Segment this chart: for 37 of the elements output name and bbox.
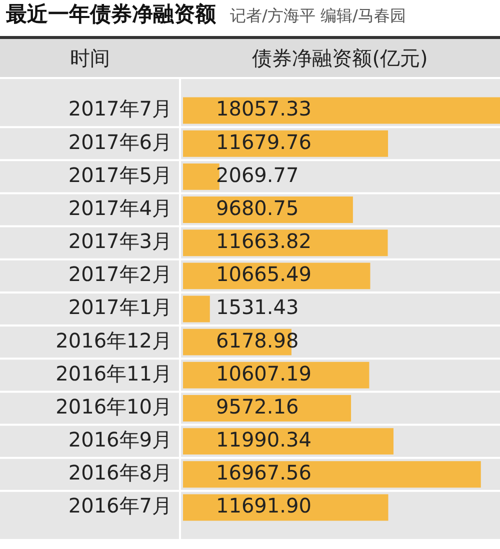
data-label: 11663.82 <box>216 229 312 254</box>
data-label: 9572.16 <box>216 394 299 418</box>
y-axis-title: 时间 <box>69 45 111 72</box>
data-label: 9680.75 <box>216 196 299 220</box>
data-label: 1531.43 <box>216 295 299 320</box>
chart-title: 最近一年债券净融资额 <box>6 1 216 28</box>
y-tick-label: 2016年8月 <box>68 460 172 485</box>
data-label: 10607.19 <box>216 361 312 386</box>
y-tick-label: 2017年3月 <box>68 229 172 254</box>
bar <box>183 395 352 422</box>
bar <box>183 494 388 521</box>
y-tick-label: 2016年7月 <box>68 494 172 518</box>
data-label: 11679.76 <box>216 130 312 154</box>
y-tick-label: 2016年10月 <box>56 394 172 418</box>
data-label: 11691.90 <box>216 494 312 518</box>
bar <box>183 461 481 488</box>
bar <box>183 428 394 455</box>
bar <box>183 230 388 256</box>
y-tick-label: 2016年11月 <box>56 361 172 386</box>
y-tick-label: 2017年4月 <box>68 196 172 220</box>
data-label: 18057.33 <box>216 96 312 121</box>
data-label: 16967.56 <box>216 460 312 485</box>
data-label: 11990.34 <box>216 428 312 452</box>
bar <box>183 163 220 190</box>
chart-subtitle: 记者/方海平 编辑/马春园 <box>230 6 406 27</box>
x-axis-title: 债券净融资额(亿元) <box>251 45 429 72</box>
y-tick-label: 2016年9月 <box>68 428 172 452</box>
bar <box>183 97 500 124</box>
y-tick-label: 2017年1月 <box>68 295 172 320</box>
bar <box>183 296 210 322</box>
y-tick-label: 2017年7月 <box>68 96 172 121</box>
y-tick-label: 2016年12月 <box>56 328 172 352</box>
y-tick-label: 2017年6月 <box>68 130 172 154</box>
y-tick-label: 2017年5月 <box>68 162 172 187</box>
bar <box>183 130 388 157</box>
y-tick-label: 2017年2月 <box>68 262 172 286</box>
data-label: 10665.49 <box>216 262 312 286</box>
